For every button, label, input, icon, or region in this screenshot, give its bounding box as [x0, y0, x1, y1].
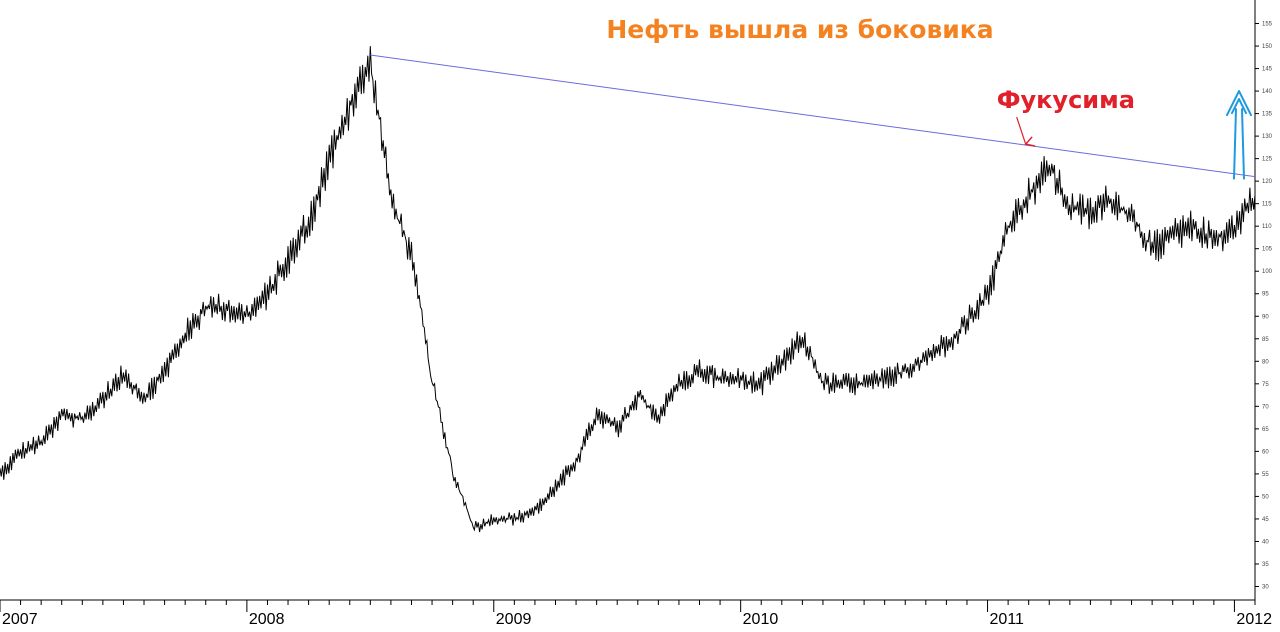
y-tick-label: 75 — [1262, 382, 1269, 388]
chart-title: Нефть вышла из боковика — [606, 15, 993, 44]
x-tick-label: 2007 — [2, 611, 38, 627]
annotation-group: Фукусима — [997, 86, 1135, 147]
y-tick-label: 95 — [1262, 292, 1269, 298]
x-tick-label: 2010 — [743, 611, 779, 627]
y-tick-label: 100 — [1262, 269, 1273, 275]
y-tick-label: 135 — [1262, 112, 1273, 118]
resistance-line — [370, 54, 1256, 178]
y-tick-label: 115 — [1262, 202, 1272, 208]
breakout-arrow-group — [1226, 90, 1252, 180]
resistance-trendline — [370, 54, 1256, 178]
y-tick-label: 30 — [1262, 584, 1269, 590]
x-axis: 2007 2008 2009 2010 2011 2012 — [0, 599, 1272, 628]
x-tick-label: 2009 — [496, 611, 532, 627]
y-tick-label: 85 — [1262, 337, 1269, 343]
y-tick-label: 35 — [1262, 562, 1269, 568]
y-tick-label: 125 — [1262, 157, 1273, 163]
y-axis: 30 35 40 45 50 55 60 65 70 75 80 85 90 95 100 105 110 115… — [1254, 0, 1273, 600]
series-group — [0, 46, 1256, 533]
y-tick-label: 140 — [1262, 89, 1273, 95]
y-tick-label: 45 — [1262, 517, 1269, 523]
x-tick-label: 2011 — [990, 611, 1025, 627]
y-tick-label: 70 — [1262, 404, 1269, 410]
breakout-arrow — [1226, 90, 1252, 180]
y-tick-label: 55 — [1262, 472, 1269, 478]
y-tick-label: 40 — [1262, 539, 1269, 545]
annotation-label: Фукусима — [997, 86, 1135, 114]
y-tick-label: 145 — [1262, 67, 1273, 73]
price-series-line — [0, 46, 1256, 533]
y-tick-label: 120 — [1262, 179, 1273, 185]
x-tick-label: 2012 — [1236, 611, 1272, 627]
y-tick-label: 155 — [1262, 22, 1273, 28]
y-tick-label: 60 — [1262, 449, 1269, 455]
y-tick-label: 65 — [1262, 427, 1269, 433]
y-tick-label: 110 — [1262, 224, 1272, 230]
annotation-arrow — [1016, 116, 1036, 147]
y-tick-label: 90 — [1262, 314, 1269, 320]
y-tick-label: 150 — [1262, 44, 1273, 50]
y-tick-label: 105 — [1262, 247, 1273, 253]
y-tick-label: 80 — [1262, 359, 1269, 365]
x-tick-label: 2008 — [249, 611, 285, 627]
y-tick-label: 50 — [1262, 494, 1269, 500]
y-tick-label: 130 — [1262, 134, 1273, 140]
